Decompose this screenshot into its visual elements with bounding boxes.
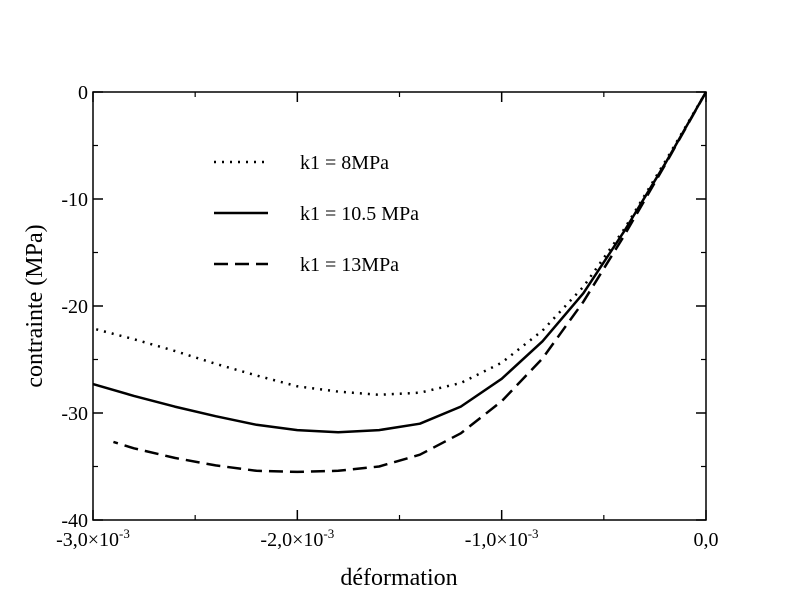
legend-label-1: k1 = 8MPa [300,152,389,174]
curves [92,91,708,474]
legend-label-3: k1 = 13MPa [300,254,399,276]
y-tick-label: 0 [78,82,88,104]
plot-frame [92,91,707,521]
legend-label-2: k1 = 10.5 MPa [300,203,419,225]
y-tick-label: -10 [61,189,88,211]
x-tick-label: 0,0 [694,529,719,551]
x-axis-label: déformation [340,565,457,591]
series-line-1 [92,91,708,397]
x-tick-label: -2,0×10-3 [260,526,334,551]
y-tick-label: -40 [61,510,88,532]
ticks: 0 -10 -20 -30 -40-3,0×10-3 -2,0×10-3 -1,0×10-3… [56,82,718,551]
legend: k1 = 8MPa k1 = 10.5 MPa k1 = 13MPa [214,152,419,276]
y-tick-label: -20 [61,296,88,318]
y-axis-label: contrainte (MPa) [22,224,48,387]
x-tick-label: -1,0×10-3 [465,526,539,551]
series-line-3 [113,91,708,474]
series-line-2 [92,91,708,434]
y-tick-label: -30 [61,403,88,425]
x-tick-label: -3,0×10-3 [56,526,130,551]
